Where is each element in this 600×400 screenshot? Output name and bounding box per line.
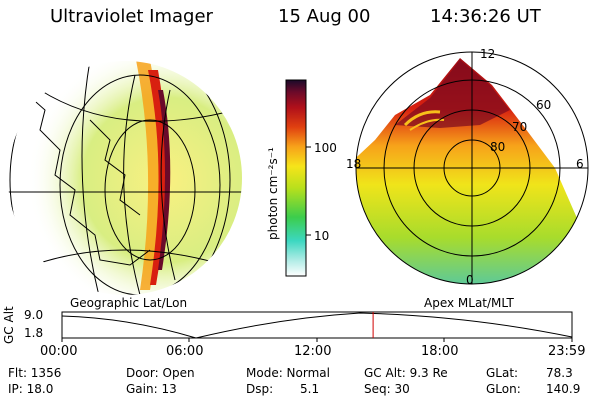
- status-glat-label: GLat:: [486, 366, 519, 380]
- altitude-curve: [61, 312, 573, 339]
- lat-label-70: 70: [512, 120, 528, 134]
- lat-label-80: 80: [490, 140, 506, 154]
- polar-grid: [355, 51, 589, 285]
- polar-image: [356, 58, 580, 284]
- orbit-ylabel: GC Alt: [2, 306, 16, 344]
- orbit-ytick-top: 9.0: [24, 308, 44, 322]
- instrument-title: Ultraviolet Imager: [50, 6, 213, 27]
- status-glon-label: GLon:: [486, 382, 521, 396]
- status-glat-value: 78.3: [546, 366, 573, 380]
- status-gain: Gain: 13: [126, 382, 177, 396]
- lat-label-60: 60: [536, 98, 552, 112]
- mlt-label-6: 6: [576, 157, 584, 171]
- status-dsp-label: Dsp:: [246, 382, 274, 396]
- status-ip: IP: 18.0: [8, 382, 54, 396]
- geographic-image: [7, 60, 243, 296]
- orbit-ytick-bottom: 1.8: [24, 326, 44, 340]
- status-door: Door: Open: [126, 366, 195, 380]
- status-mode: Mode: Normal: [246, 366, 330, 380]
- mlt-label-12: 12: [480, 47, 496, 61]
- orbit-xtick-1: 06:00: [166, 344, 204, 359]
- geo-projection-label: Geographic Lat/Lon: [70, 296, 188, 310]
- status-flt: Flt: 1356: [8, 366, 62, 380]
- orbit-xtick-0: 00:00: [40, 344, 78, 359]
- mlt-label-18: 18: [346, 157, 362, 171]
- orbit-plot-frame: [61, 311, 573, 339]
- mlt-label-0: 0: [466, 273, 474, 287]
- time-label: 14:36:26 UT: [430, 6, 541, 27]
- orbit-xtick-3: 18:00: [421, 344, 459, 359]
- polar-projection-label: Apex MLat/MLT: [424, 296, 514, 310]
- colorbar: [285, 79, 307, 277]
- status-dsp-value: 5.1: [300, 382, 320, 396]
- status-glon-value: 140.9: [546, 382, 581, 396]
- status-seq: Seq: 30: [364, 382, 410, 396]
- colorbar-tick-10: 10: [314, 229, 330, 243]
- colorbar-tick-100: 100: [314, 141, 337, 155]
- orbit-xtick-2: 12:00: [294, 344, 332, 359]
- status-gc-alt: GC Alt: 9.3 Re: [364, 366, 448, 380]
- orbit-xtick-4: 23:59: [548, 344, 586, 359]
- colorbar-label: photon cm⁻²s⁻¹: [266, 147, 280, 240]
- date-label: 15 Aug 00: [278, 6, 371, 27]
